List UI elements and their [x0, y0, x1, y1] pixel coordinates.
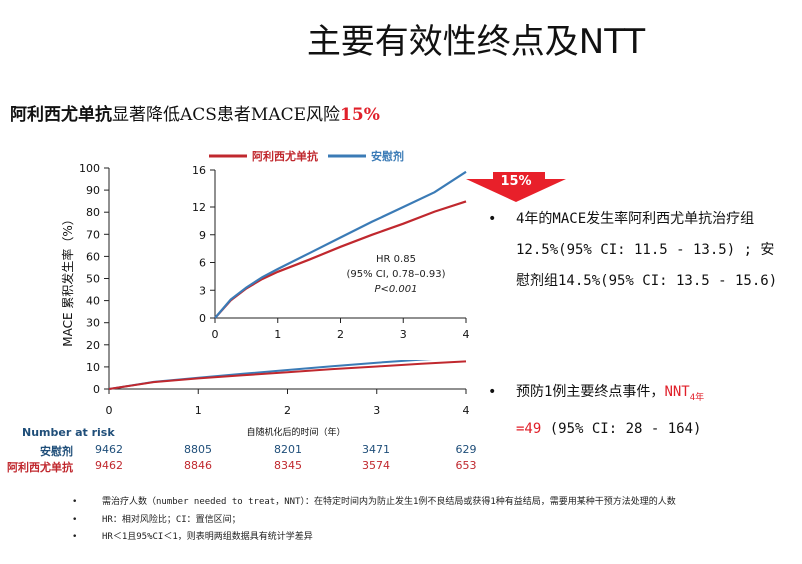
main-y-tick-label: 80	[86, 206, 100, 219]
main-x-tick-label: 1	[195, 404, 202, 417]
footnote-3: • HR＜1且95%CI＜1，则表明两组数据具有统计学差异	[72, 532, 313, 542]
main-y-tick-label: 70	[86, 228, 100, 241]
inset-y-tick-label: 12	[192, 201, 206, 214]
main-x-tick-label: 2	[284, 404, 291, 417]
inset-series-line	[214, 170, 467, 319]
risk-cell: 8805	[184, 443, 212, 456]
risk-cell: 8201	[274, 443, 302, 456]
main-y-tick-label: 0	[93, 383, 100, 396]
hr-annotation: (95% CI, 0.78–0.93)	[346, 269, 445, 280]
inset-y-tick-label: 3	[199, 284, 206, 297]
inset-x-tick-label: 4	[463, 328, 470, 341]
bullet-2-pre: 预防1例主要终点事件，	[516, 384, 665, 400]
main-y-tick-label: 60	[86, 250, 100, 263]
subtitle-mid: 显著降低ACS患者MACE风险	[112, 105, 341, 125]
legend-label: 阿利西尤单抗	[252, 149, 318, 163]
arrow-label: 15%	[500, 174, 531, 189]
subtitle-drug: 阿利西尤单抗	[10, 105, 112, 125]
nnt-value: =49	[516, 420, 542, 437]
inset-y-tick-label: 16	[192, 164, 206, 177]
main-y-tick-label: 40	[86, 295, 100, 308]
inset-y-tick-label: 9	[199, 229, 206, 242]
nnt-label: NNT	[664, 384, 690, 400]
bullet-2-text: 预防1例主要终点事件，NNT4年 =49 (95% CI: 28 - 164)	[488, 377, 778, 445]
main-x-tick-label: 3	[373, 404, 380, 417]
nnt-sub: 4年	[689, 392, 705, 403]
main-y-tick-label: 100	[79, 162, 100, 175]
y-axis-label: MACE 累积发生率（%）	[60, 213, 75, 347]
subtitle-pct: 15%	[340, 105, 380, 125]
reduction-arrow: 15%	[466, 172, 566, 202]
footnote-1: • 需治疗人数（number needed to treat，NNT）：在特定时间…	[72, 497, 676, 507]
inset-x-tick-label: 2	[337, 328, 344, 341]
risk-cell: 9462	[95, 459, 123, 472]
inset-x-tick-label: 3	[400, 328, 407, 341]
main-y-tick-label: 10	[86, 361, 100, 374]
risk-table-header: Number at risk	[22, 426, 115, 439]
main-x-tick-label: 0	[106, 404, 113, 417]
main-series-line	[108, 360, 467, 390]
legend-label: 安慰剂	[371, 149, 404, 163]
subtitle: 阿利西尤单抗显著降低ACS患者MACE风险15%	[10, 100, 380, 125]
main-y-tick-label: 20	[86, 339, 100, 352]
risk-cell: 653	[455, 459, 477, 472]
main-x-tick-label: 4	[463, 404, 470, 417]
risk-cell: 9462	[95, 443, 123, 456]
inset-x-tick-label: 0	[212, 328, 219, 341]
bullet-1-text: 4年的MACE发生率阿利西尤单抗治疗组12.5%(95% CI: 11.5 - …	[516, 211, 778, 289]
bullet-dot: •	[488, 211, 497, 227]
risk-cell: 629	[455, 443, 477, 456]
main-y-tick-label: 50	[86, 273, 100, 286]
main-y-tick-label: 90	[86, 184, 100, 197]
inset-x-tick-label: 1	[274, 328, 281, 341]
nnt-ci: (95% CI: 28 - 164)	[541, 420, 702, 437]
hr-annotation: P<0.001	[374, 284, 417, 295]
inset-y-tick-label: 6	[199, 257, 206, 270]
page-title: 主要有效性终点及NTT	[306, 22, 646, 62]
main-y-tick-label: 30	[86, 317, 100, 330]
main-chart-lines	[108, 356, 467, 390]
risk-cell: 3574	[362, 459, 390, 472]
risk-cell: 3471	[362, 443, 390, 456]
risk-row-label: 安慰剂	[40, 445, 73, 458]
bullet-2: • 预防1例主要终点事件，NNT4年 =49 (95% CI: 28 - 164)	[488, 377, 778, 445]
hr-annotation: HR 0.85	[376, 254, 416, 265]
bullet-dot: •	[488, 384, 497, 400]
risk-cell: 8345	[274, 459, 302, 472]
x-axis-label: 自随机化后的时间（年）	[246, 426, 345, 438]
bullet-1: • 4年的MACE发生率阿利西尤单抗治疗组12.5%(95% CI: 11.5 …	[488, 204, 778, 297]
footnote-2: • HR：相对风险比；CI：置信区间；	[72, 515, 241, 525]
risk-row-label: 阿利西尤单抗	[7, 461, 73, 474]
risk-cell: 8846	[184, 459, 212, 472]
inset-y-tick-label: 0	[199, 312, 206, 325]
inset-background	[175, 144, 488, 360]
